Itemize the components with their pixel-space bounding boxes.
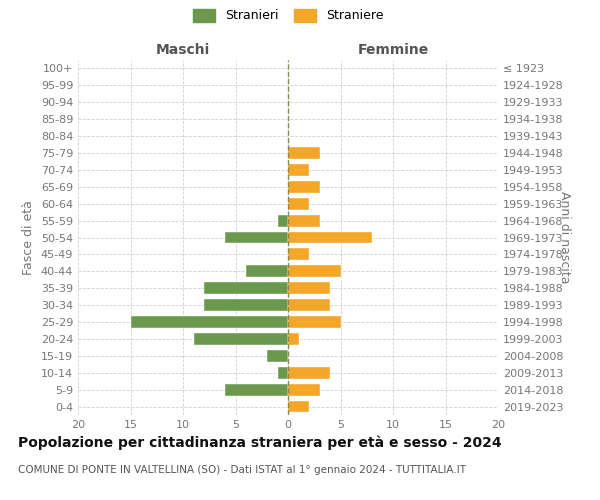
Bar	[288, 299, 330, 311]
Text: COMUNE DI PONTE IN VALTELLINA (SO) - Dati ISTAT al 1° gennaio 2024 - TUTTITALIA.: COMUNE DI PONTE IN VALTELLINA (SO) - Dat…	[18, 465, 466, 475]
Bar	[288, 232, 372, 243]
Bar	[204, 282, 288, 294]
Text: Maschi: Maschi	[156, 42, 210, 56]
Bar	[288, 248, 309, 260]
Bar	[288, 367, 330, 378]
Bar	[225, 384, 288, 396]
Bar	[288, 147, 320, 159]
Bar	[288, 333, 299, 345]
Bar	[204, 299, 288, 311]
Bar	[288, 198, 309, 209]
Text: Popolazione per cittadinanza straniera per età e sesso - 2024: Popolazione per cittadinanza straniera p…	[18, 435, 502, 450]
Legend: Stranieri, Straniere: Stranieri, Straniere	[193, 8, 383, 22]
Bar	[225, 232, 288, 243]
Bar	[277, 367, 288, 378]
Bar	[193, 333, 288, 345]
Bar	[288, 400, 309, 412]
Bar	[288, 181, 320, 192]
Bar	[130, 316, 288, 328]
Y-axis label: Fasce di età: Fasce di età	[22, 200, 35, 275]
Bar	[267, 350, 288, 362]
Bar	[288, 316, 341, 328]
Bar	[288, 164, 309, 176]
Y-axis label: Anni di nascita: Anni di nascita	[557, 191, 571, 284]
Bar	[288, 282, 330, 294]
Bar	[288, 384, 320, 396]
Bar	[246, 266, 288, 277]
Bar	[277, 214, 288, 226]
Text: Femmine: Femmine	[358, 42, 428, 56]
Bar	[288, 214, 320, 226]
Bar	[288, 266, 341, 277]
